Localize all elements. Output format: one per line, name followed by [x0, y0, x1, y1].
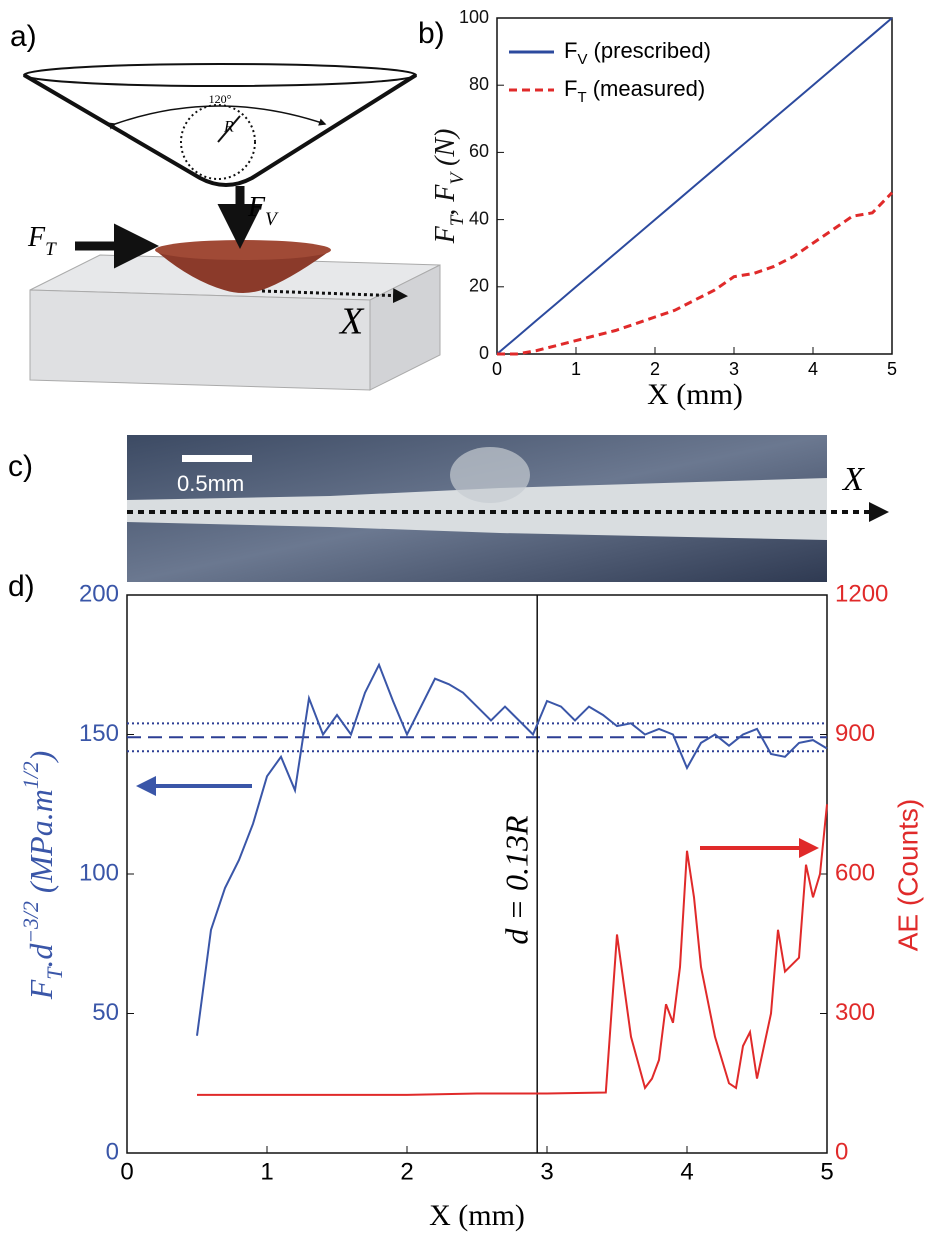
- scale-bar: [182, 455, 252, 462]
- series-line: [496, 17, 893, 355]
- text-part: F: [23, 979, 59, 1000]
- y-tick-label: 0: [106, 1138, 119, 1165]
- block-side: [369, 264, 441, 391]
- text-part: ): [23, 751, 59, 764]
- text-part: 1/2: [19, 761, 43, 789]
- x-tick-label: 3: [729, 359, 739, 379]
- y-tick-label: 100: [79, 859, 119, 886]
- text-part: (N): [430, 129, 461, 173]
- x-label: X: [338, 301, 365, 343]
- indenter-top: [155, 240, 331, 260]
- x-tick-label: 0: [492, 359, 502, 379]
- text-part: F: [564, 76, 577, 101]
- x-axis-label: X (mm): [647, 378, 743, 411]
- x-tick-label: 2: [400, 1158, 413, 1185]
- text-part: , F: [430, 184, 461, 216]
- y2-axis-label: AE (Counts): [892, 799, 923, 952]
- text-part: (MPa.m: [23, 789, 59, 901]
- y-tick-label: 150: [79, 720, 119, 747]
- text-part: T: [45, 239, 57, 260]
- text-part: V: [577, 51, 587, 68]
- y-axis-label: FT, FV (N): [430, 129, 467, 245]
- radius-label: R: [223, 119, 234, 136]
- block-front: [29, 289, 371, 391]
- text-part: F: [247, 192, 266, 223]
- cone-top: [23, 63, 417, 87]
- ft-label: FT: [27, 222, 57, 259]
- y2-tick-label: 1200: [835, 580, 888, 607]
- y2-tick-label: 0: [835, 1138, 848, 1165]
- y-tick-label: 20: [469, 276, 489, 296]
- fv-label: FV: [247, 192, 279, 229]
- tip-circle: [180, 104, 256, 180]
- x-axis-label: X (mm): [429, 1199, 525, 1232]
- y-tick-label: 200: [79, 580, 119, 607]
- angle-arc: [108, 105, 327, 130]
- panel-a: a) 120° R FV FT X: [10, 20, 441, 391]
- panel-label: c): [8, 450, 33, 483]
- panel-label: d): [8, 570, 35, 603]
- panel-label: b): [418, 17, 445, 50]
- y-tick-label: 80: [469, 74, 489, 94]
- panel-label: a): [10, 20, 37, 53]
- x-tick-label: 5: [887, 359, 897, 379]
- legend-label: FT (measured): [564, 76, 705, 107]
- legend-label: FV (prescribed): [564, 38, 711, 69]
- cone-outline: [22, 73, 418, 187]
- text-part: F: [430, 225, 461, 244]
- x-tick-label: 2: [650, 359, 660, 379]
- y2-tick-label: 600: [835, 859, 875, 886]
- text-part: −3/2: [19, 901, 43, 944]
- text-part: (measured): [587, 76, 706, 101]
- text-part: F: [27, 222, 46, 253]
- scale-label: 0.5mm: [177, 471, 244, 496]
- angle-label: 120°: [209, 92, 232, 106]
- text-part: T: [577, 89, 586, 106]
- annotation: d = 0.13R: [498, 815, 534, 945]
- y-tick-label: 60: [469, 141, 489, 161]
- text-part: T: [447, 214, 468, 226]
- y-tick-label: 50: [92, 999, 119, 1026]
- plot-frame: [496, 17, 893, 355]
- x-tick-label: 4: [808, 359, 818, 379]
- x-tick-label: 0: [120, 1158, 133, 1185]
- text-part: T: [43, 966, 67, 980]
- chip: [450, 447, 530, 503]
- text-part: F: [564, 38, 577, 63]
- x-label: X: [841, 461, 865, 498]
- y2-tick-label: 300: [835, 999, 875, 1026]
- x-tick-label: 1: [260, 1158, 273, 1185]
- x-tick-label: 1: [571, 359, 581, 379]
- x-tick-label: 5: [820, 1158, 833, 1185]
- y-axis-label: FT.d−3/2 (MPa.m1/2): [19, 751, 67, 1001]
- text-part: (prescribed): [587, 38, 710, 63]
- panel-c: c) 0.5mm X: [8, 435, 889, 582]
- series-line: [196, 662, 828, 1036]
- scratch-track: [127, 478, 827, 540]
- series-line: [497, 191, 894, 356]
- y-tick-label: 0: [479, 343, 489, 363]
- text-part: .d: [23, 943, 59, 968]
- x-tick-label: 4: [680, 1158, 693, 1185]
- y2-tick-label: 900: [835, 720, 875, 747]
- text-part: V: [265, 209, 279, 230]
- y-tick-label: 100: [459, 7, 489, 27]
- y-tick-label: 40: [469, 208, 489, 228]
- x-tick-label: 3: [540, 1158, 553, 1185]
- text-part: V: [447, 171, 468, 185]
- series-line: [197, 804, 828, 1096]
